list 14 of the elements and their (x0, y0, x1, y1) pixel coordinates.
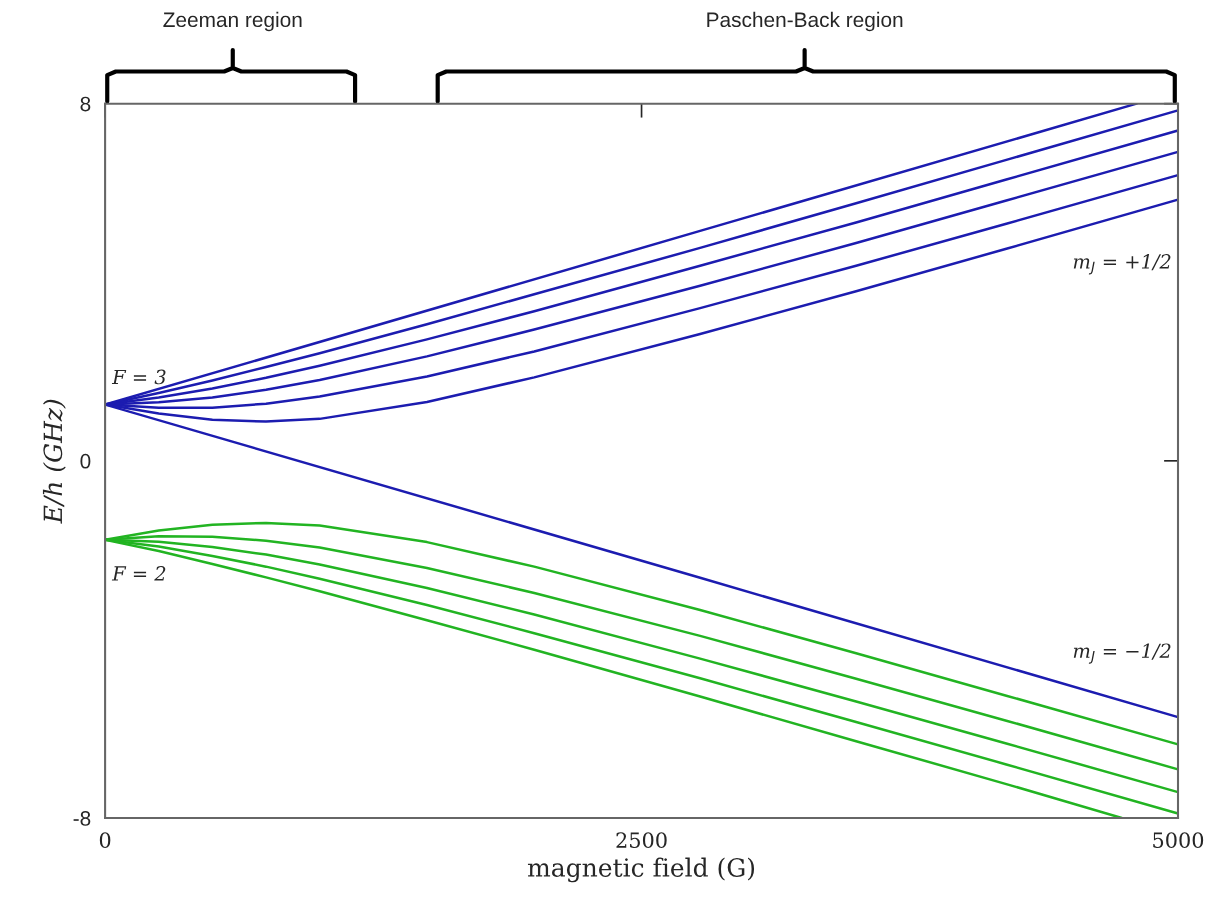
text: Paschen-Back region (707, 11, 903, 32)
y-tick-label: 0 (80, 453, 91, 469)
text: Zeeman region (163, 11, 302, 32)
annotation: m$_{J}$ = −1/2 (1073, 643, 1171, 664)
y-tick-label: -8 (73, 811, 91, 826)
annotation: F = 2 (111, 566, 166, 581)
y-tick-label: 8 (80, 96, 91, 112)
x-tick-label: 2500 (616, 832, 667, 849)
annotation: m$_{J}$ = +1/2 (1073, 254, 1171, 275)
x-axis-title: magnetic field (G) (527, 857, 755, 883)
annotation: F = 3 (111, 369, 166, 385)
x-tick-label: 0 (99, 832, 111, 849)
y-axis-title: E/h (GHz) (42, 399, 66, 524)
x-tick-label: 5000 (1153, 832, 1204, 849)
